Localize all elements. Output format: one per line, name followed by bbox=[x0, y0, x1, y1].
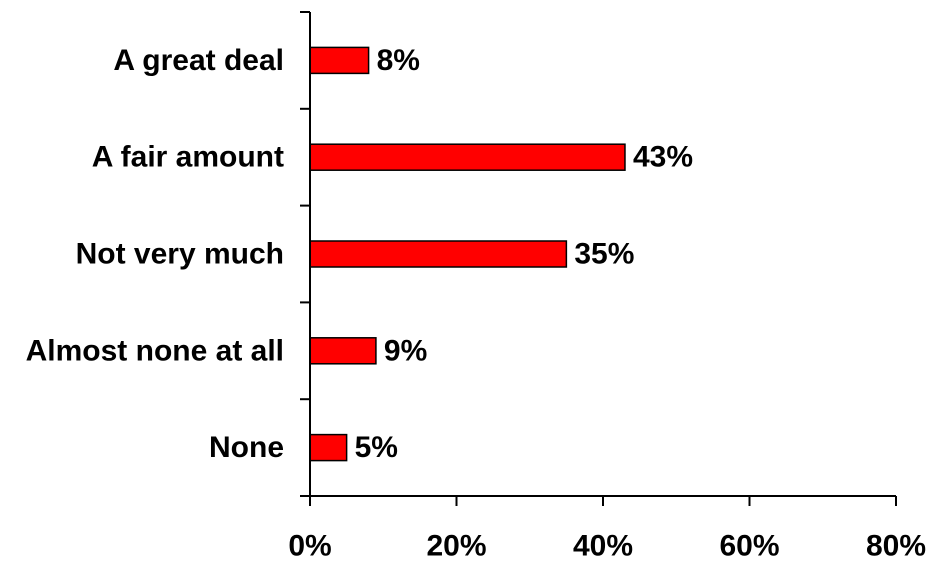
bar-2 bbox=[309, 240, 568, 268]
x-tick-label-0: 0% bbox=[288, 530, 331, 561]
category-label-4: None bbox=[209, 431, 284, 464]
value-label-1: 43% bbox=[633, 141, 693, 174]
value-label-2: 35% bbox=[574, 238, 634, 271]
x-tick-label-4: 80% bbox=[866, 530, 926, 561]
value-label-0: 8% bbox=[377, 44, 420, 77]
value-label-3: 9% bbox=[384, 334, 427, 367]
category-label-3: Almost none at all bbox=[26, 334, 284, 367]
category-label-2: Not very much bbox=[76, 238, 284, 271]
bar-1 bbox=[309, 143, 626, 171]
category-label-0: A great deal bbox=[113, 44, 284, 77]
bar-4 bbox=[309, 433, 348, 462]
x-tick-label-3: 60% bbox=[719, 530, 779, 561]
bar-0 bbox=[309, 46, 370, 75]
category-label-1: A fair amount bbox=[92, 141, 284, 174]
bar-3 bbox=[309, 337, 377, 365]
x-tick-label-1: 20% bbox=[426, 530, 486, 561]
x-tick-label-2: 40% bbox=[573, 530, 633, 561]
value-label-4: 5% bbox=[355, 431, 398, 464]
